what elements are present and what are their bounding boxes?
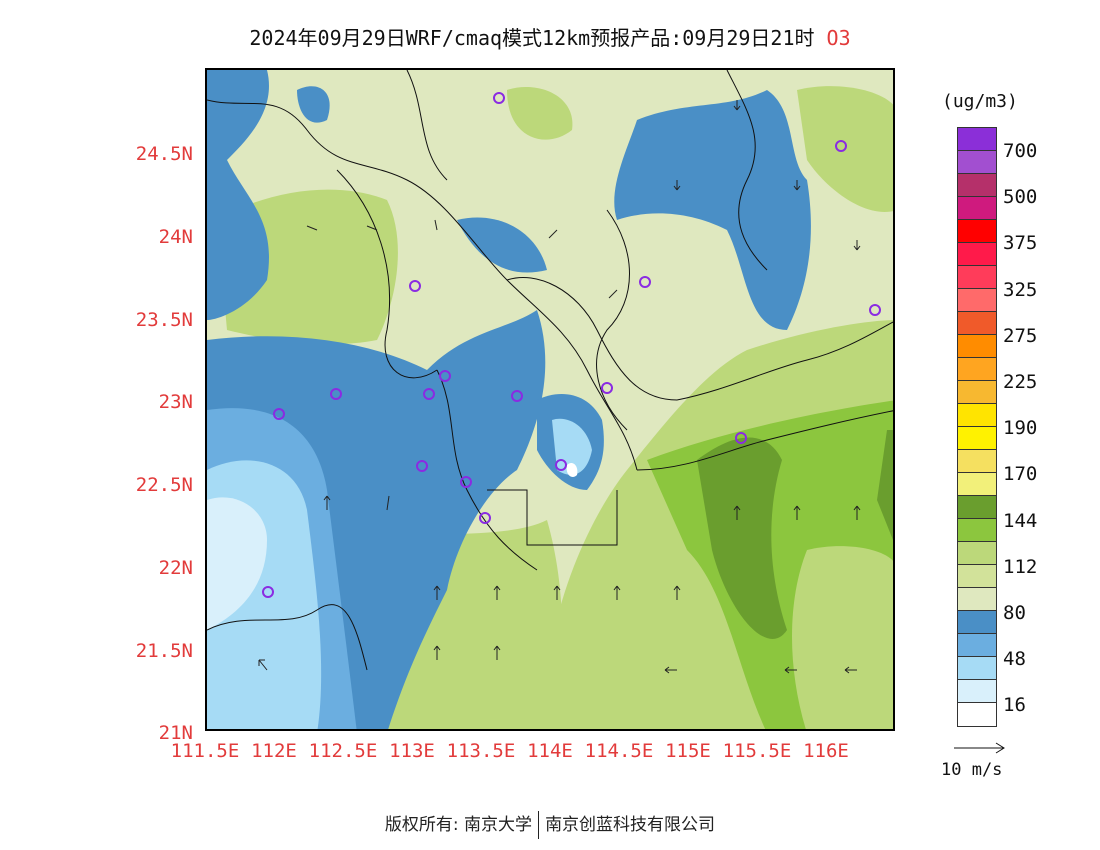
colorbar-swatch: [958, 519, 996, 542]
colorbar-swatch: [958, 128, 996, 151]
colorbar-swatch: [958, 427, 996, 450]
colorbar-label: 325: [1003, 278, 1038, 301]
y-tick-label: 21.5N: [135, 640, 193, 662]
colorbar-label: 500: [1003, 186, 1038, 209]
colorbar-swatch: [958, 174, 996, 197]
y-tick-label: 24.5N: [135, 143, 193, 165]
colorbar-swatch: [958, 588, 996, 611]
x-tick-label: 112.5E: [308, 740, 378, 762]
y-tick-label: 23.5N: [135, 309, 193, 331]
colorbar-swatch: [958, 243, 996, 266]
station-markers: [262, 92, 881, 598]
colorbar-swatch: [958, 542, 996, 565]
x-tick-label: 115.5E: [722, 740, 792, 762]
title-text: 2024年09月29日WRF/cmaq模式12km预报产品:09月29日21时: [249, 26, 815, 50]
colorbar-swatch: [958, 197, 996, 220]
x-tick-label: 116E: [803, 740, 849, 762]
colorbar: [957, 127, 997, 727]
forecast-map: [205, 68, 895, 731]
x-tick-label: 114E: [527, 740, 573, 762]
colorbar-swatch: [958, 634, 996, 657]
colorbar-swatch: [958, 335, 996, 358]
colorbar-label: 112: [1003, 555, 1038, 578]
colorbar-swatch: [958, 657, 996, 680]
x-tick-label: 113.5E: [446, 740, 516, 762]
x-tick-label: 115E: [665, 740, 711, 762]
map-title: 2024年09月29日WRF/cmaq模式12km预报产品:09月29日21时 …: [0, 22, 1100, 51]
colorbar-swatch: [958, 289, 996, 312]
colorbar-swatch: [958, 312, 996, 335]
colorbar-label: 48: [1003, 648, 1026, 671]
colorbar-swatch: [958, 680, 996, 703]
colorbar-swatch: [958, 381, 996, 404]
colorbar-swatch: [958, 266, 996, 289]
colorbar-label: 225: [1003, 371, 1038, 393]
wind-vectors: [258, 100, 861, 674]
colorbar-swatch: [958, 496, 996, 519]
y-tick-label: 21N: [158, 722, 193, 744]
x-tick-label: 112E: [251, 740, 297, 762]
colorbar-swatch: [958, 358, 996, 381]
colorbar-swatch: [958, 220, 996, 243]
y-tick-label: 22.5N: [135, 474, 193, 496]
colorbar-swatch: [958, 450, 996, 473]
colorbar-label: 275: [1003, 324, 1038, 347]
footer: 版权所有: 南京大学 南京创蓝科技有限公司: [0, 810, 1100, 839]
y-tick-label: 24N: [158, 226, 193, 248]
colorbar-label: 190: [1003, 417, 1038, 440]
colorbar-label: 375: [1003, 232, 1038, 255]
wind-reference-label: 10 m/s: [941, 760, 1003, 780]
colorbar-label: 80: [1003, 602, 1026, 624]
colorbar-swatch: [958, 404, 996, 427]
x-tick-label: 111.5E: [170, 740, 240, 762]
footer-copyright: 版权所有: 南京大学: [384, 815, 533, 835]
title-species: O3: [826, 26, 851, 50]
colorbar-label: 144: [1003, 509, 1038, 532]
y-tick-label: 22N: [158, 557, 193, 579]
colorbar-swatch: [958, 473, 996, 496]
footer-company: 南京创蓝科技有限公司: [545, 815, 716, 835]
colorbar-swatch: [958, 611, 996, 634]
wind-reference-arrow-icon: [954, 742, 1005, 754]
colorbar-label: 170: [1003, 463, 1038, 486]
x-tick-label: 113E: [389, 740, 435, 762]
x-tick-label: 114.5E: [584, 740, 654, 762]
colorbar-swatch: [958, 565, 996, 588]
colorbar-swatch: [958, 703, 996, 726]
y-tick-label: 23N: [158, 391, 193, 413]
colorbar-unit: (ug/m3): [942, 91, 1018, 112]
colorbar-label: 16: [1003, 694, 1026, 717]
map-canvas: [207, 70, 893, 729]
colorbar-swatch: [958, 151, 996, 174]
colorbar-label: 700: [1003, 140, 1038, 162]
